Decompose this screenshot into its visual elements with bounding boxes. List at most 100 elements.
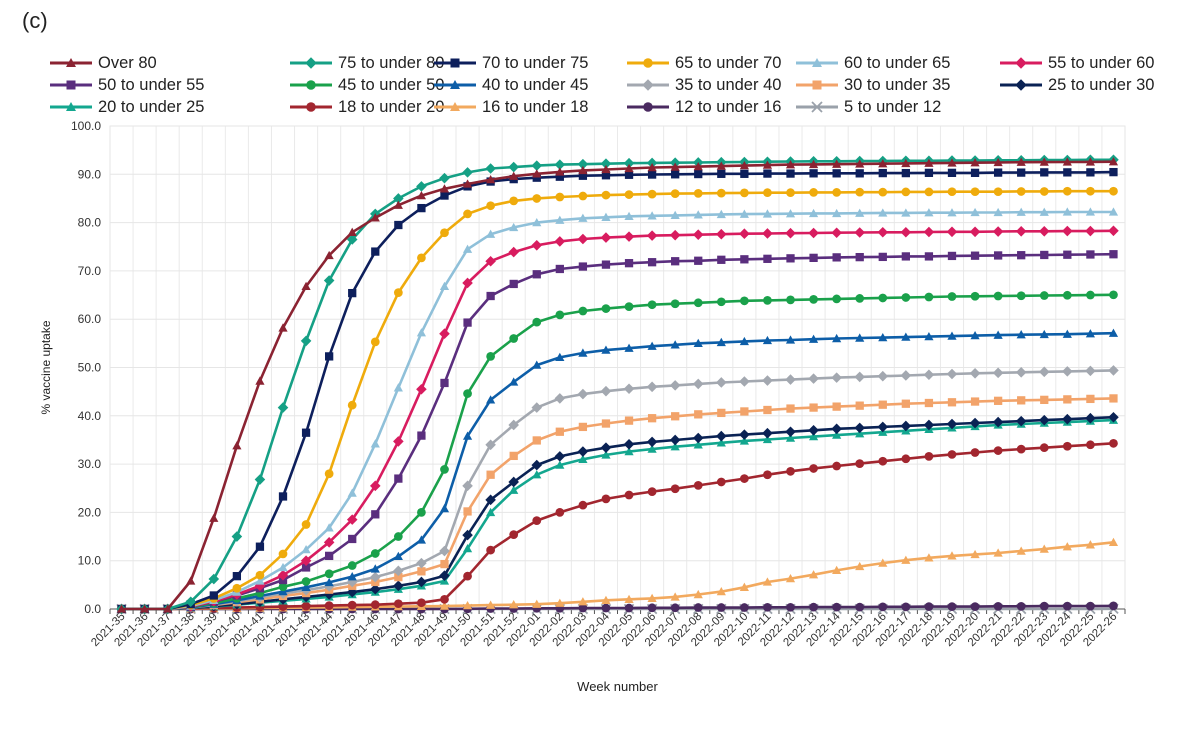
data-point (554, 393, 566, 404)
data-point (1062, 441, 1072, 451)
data-point (116, 604, 127, 613)
data-point (993, 396, 1003, 405)
data-point (924, 452, 934, 461)
data-point (970, 207, 980, 217)
data-point (809, 602, 818, 612)
data-point (671, 257, 680, 266)
data-point (578, 348, 588, 357)
data-point (717, 169, 726, 178)
data-point (325, 352, 334, 361)
data-point (347, 227, 357, 236)
y-tick-label: 20.0 (78, 505, 102, 519)
data-point (716, 161, 726, 170)
data-point (1062, 601, 1072, 611)
y-tick-label: 0.0 (84, 602, 101, 616)
legend-label: 65 to under 70 (675, 53, 782, 72)
data-point (393, 580, 404, 592)
data-point (185, 596, 197, 608)
data-point (601, 171, 611, 180)
data-point (601, 494, 611, 504)
data-point (786, 295, 795, 305)
data-point (716, 477, 726, 487)
y-tick-label: 30.0 (78, 457, 102, 471)
data-point (486, 470, 495, 479)
data-point (577, 233, 589, 245)
data-point (670, 340, 680, 349)
data-point (417, 203, 426, 213)
data-point (578, 213, 588, 222)
data-point (716, 228, 727, 240)
legend-marker (812, 58, 822, 67)
legend-label: 25 to under 30 (1048, 75, 1155, 94)
data-point (693, 210, 703, 219)
data-point (624, 170, 634, 179)
data-point (762, 427, 773, 439)
data-point (901, 399, 910, 408)
data-point (993, 291, 1003, 301)
data-point (301, 577, 311, 586)
data-point (1086, 290, 1095, 300)
data-point (623, 383, 635, 395)
data-point (670, 162, 680, 171)
legend-marker (642, 79, 654, 91)
data-point (878, 456, 888, 466)
data-point (624, 490, 634, 500)
data-point (439, 328, 450, 339)
y-tick-label: 90.0 (78, 167, 102, 181)
data-point (716, 209, 726, 219)
data-point (808, 425, 819, 436)
data-point (1016, 601, 1026, 611)
data-point (486, 507, 496, 517)
data-point (278, 562, 288, 572)
data-point (992, 367, 1004, 379)
data-point (1086, 168, 1095, 177)
data-point (740, 255, 749, 264)
data-point (462, 244, 473, 253)
legend-swatch (627, 79, 669, 91)
series-line (121, 160, 1114, 611)
data-point (463, 389, 472, 398)
data-point (394, 220, 403, 230)
data-point (809, 403, 818, 412)
data-point (1062, 413, 1073, 425)
data-point (554, 451, 566, 462)
data-point (278, 323, 288, 332)
y-tick-label: 50.0 (78, 361, 102, 375)
data-point (762, 160, 773, 169)
data-point (832, 565, 842, 575)
legend-item: 40 to under 45 (432, 74, 588, 96)
data-point (600, 158, 612, 169)
data-point (462, 179, 473, 188)
data-point (509, 377, 519, 386)
legend-marker (450, 58, 460, 68)
legend-item: 75 to under 80 (288, 52, 444, 74)
data-point (532, 360, 542, 369)
data-point (877, 370, 889, 382)
data-point (671, 412, 680, 421)
data-point (1039, 601, 1049, 611)
y-tick-label: 10.0 (78, 554, 102, 568)
legend-swatch (627, 58, 669, 68)
data-point (440, 559, 449, 569)
data-point (462, 431, 473, 440)
legend-item: 65 to under 70 (625, 52, 781, 74)
data-point (346, 514, 358, 525)
legend-swatch (50, 80, 92, 90)
data-point (716, 430, 727, 442)
data-point (1085, 157, 1095, 166)
legend-swatch (796, 58, 838, 67)
data-point (924, 168, 934, 177)
data-point (947, 168, 957, 177)
series-40-to-under-45 (116, 328, 1119, 613)
data-point (555, 598, 565, 607)
data-point (532, 436, 541, 445)
chart-legend: Over 80 75 to under 80 70 to under 75 65 to… (48, 52, 1188, 118)
data-point (624, 302, 634, 312)
data-point (878, 400, 887, 409)
data-point (878, 252, 887, 262)
data-point (1062, 329, 1072, 338)
data-point (740, 296, 749, 306)
legend-label: 16 to under 18 (482, 97, 589, 116)
legend-item: 18 to under 20 (288, 96, 444, 118)
data-point (624, 603, 634, 613)
